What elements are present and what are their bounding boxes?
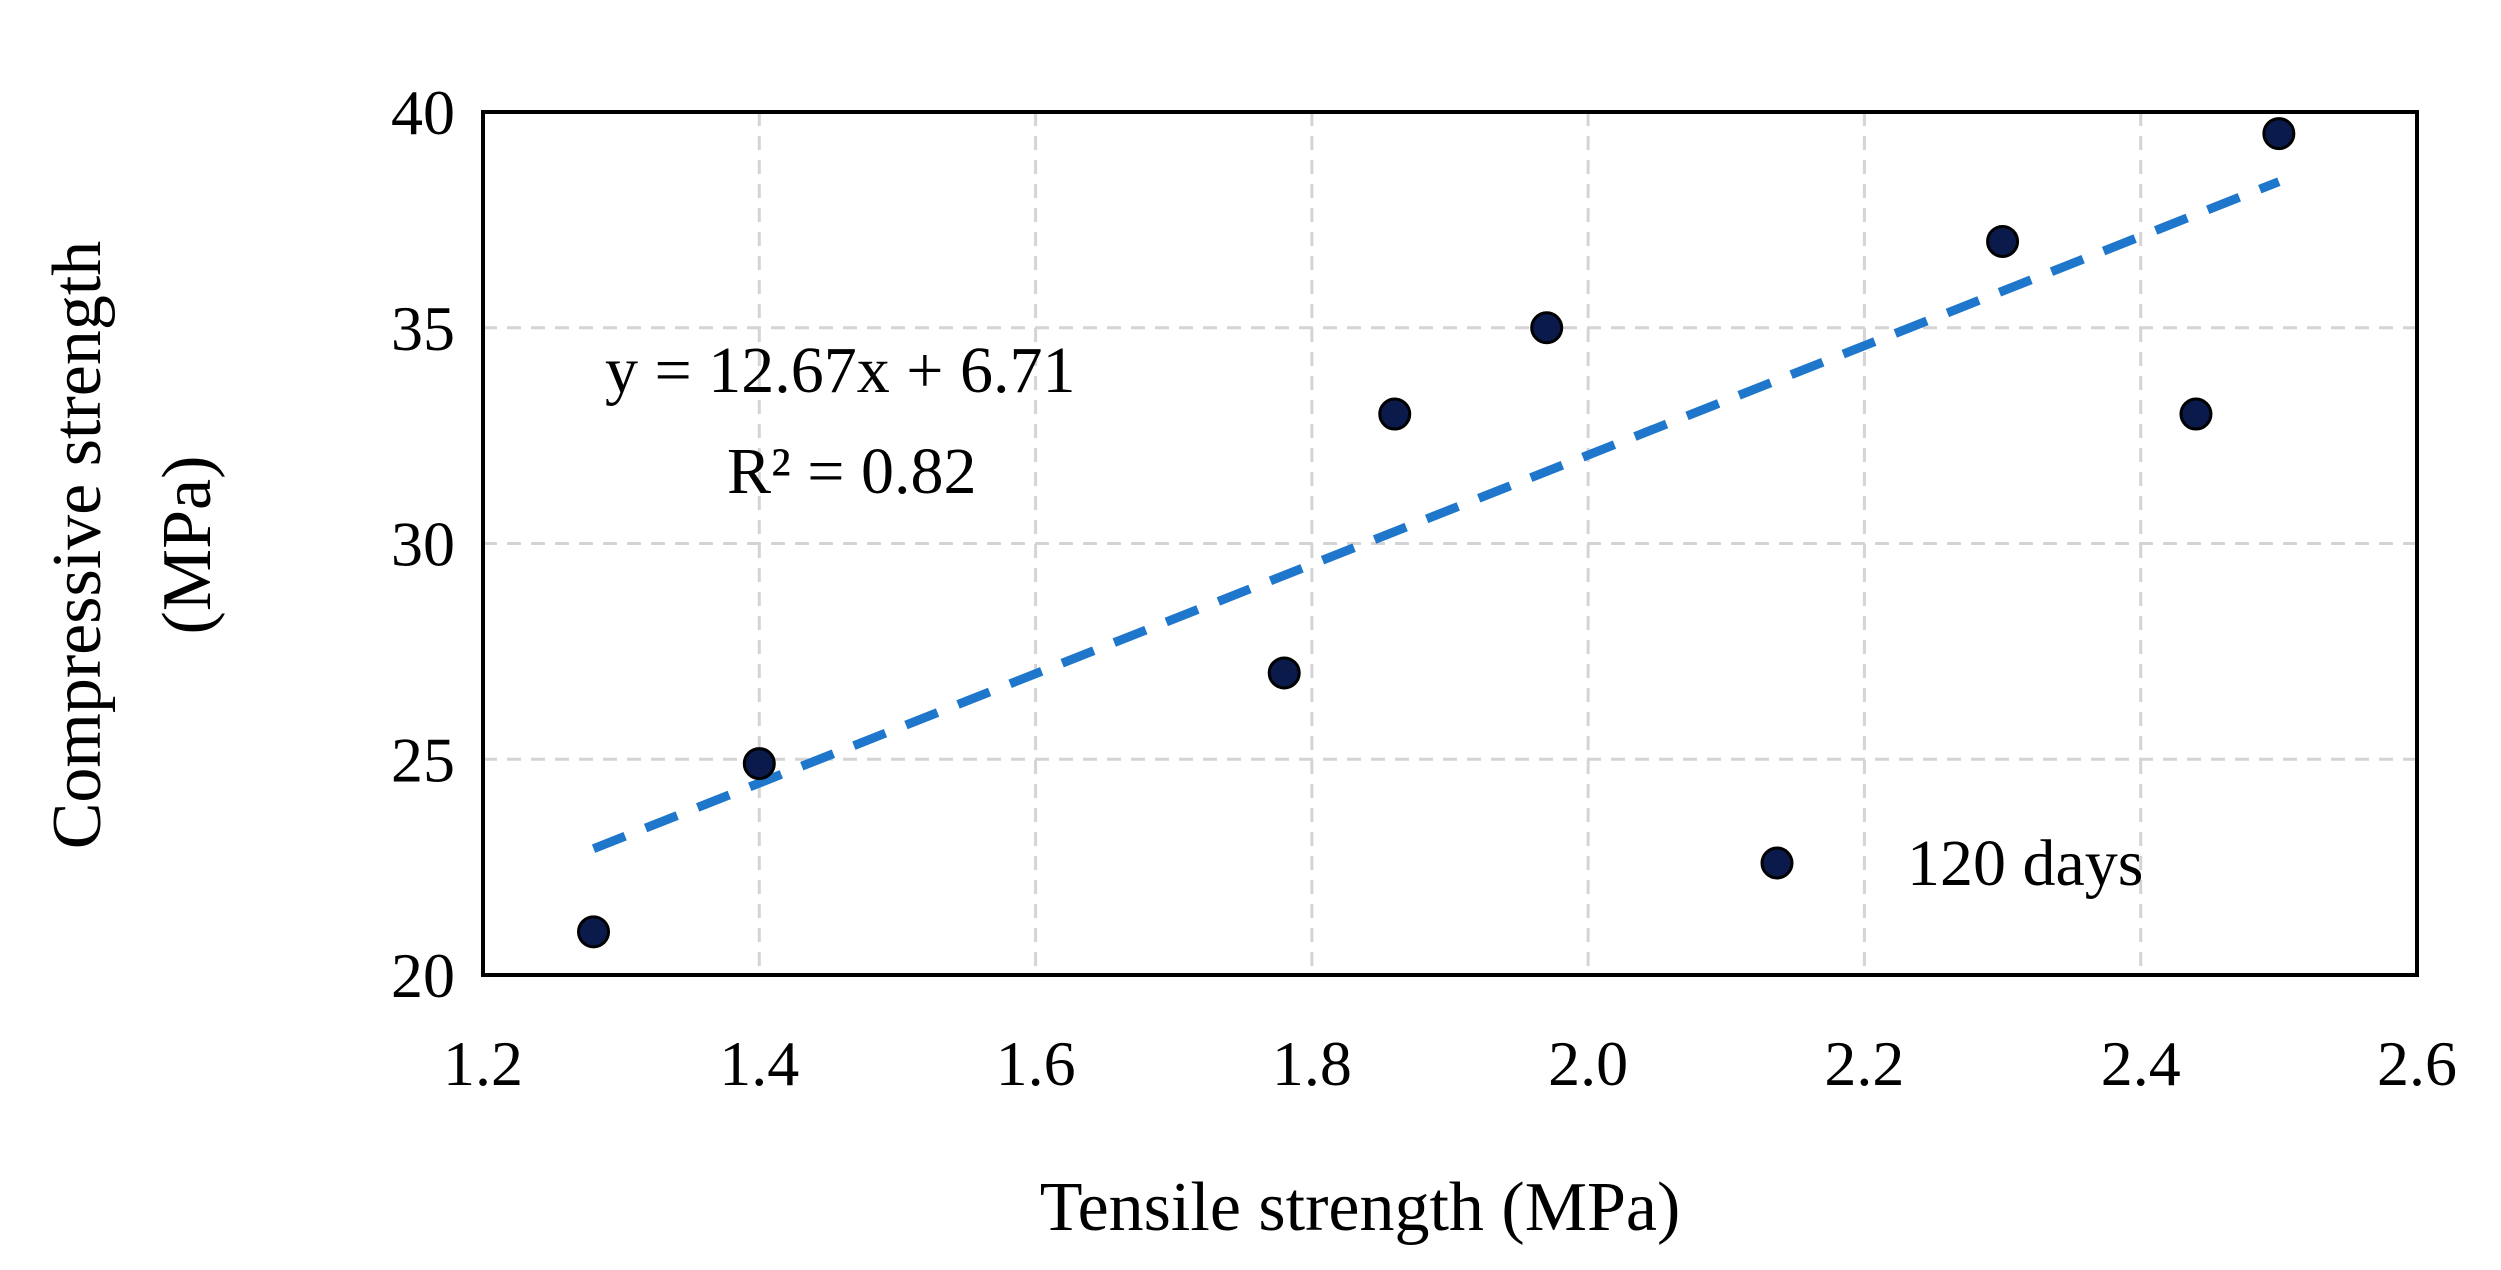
x-tick-label: 1.4 bbox=[719, 1028, 799, 1099]
plot-area-frame bbox=[481, 110, 2419, 977]
y-axis-title-line2: (MPa) bbox=[149, 456, 226, 635]
data-point bbox=[1986, 224, 2020, 258]
x-tick-label: 2.4 bbox=[2101, 1028, 2181, 1099]
x-tick-label: 2.6 bbox=[2377, 1028, 2457, 1099]
y-tick-label: 35 bbox=[391, 293, 455, 364]
data-point bbox=[2262, 117, 2296, 151]
y-tick-label: 25 bbox=[391, 724, 455, 795]
x-axis-ticks: 1.2 1.4 1.6 1.8 2.0 2.2 2.4 2.6 bbox=[443, 1028, 2457, 1099]
x-tick-label: 2.0 bbox=[1548, 1028, 1628, 1099]
trendline-layer bbox=[591, 177, 2281, 853]
data-point bbox=[1530, 311, 1564, 345]
y-axis-ticks: 20 25 30 35 40 bbox=[391, 77, 455, 1011]
data-point bbox=[742, 747, 776, 781]
grid-lines bbox=[483, 112, 2417, 975]
legend-marker bbox=[1760, 846, 1794, 880]
y-tick-label: 40 bbox=[391, 77, 455, 148]
data-point bbox=[2179, 397, 2213, 431]
x-tick-label: 1.2 bbox=[443, 1028, 523, 1099]
legend-label: 120 days bbox=[1907, 827, 2143, 900]
x-tick-label: 1.8 bbox=[1272, 1028, 1352, 1099]
data-point bbox=[577, 915, 611, 949]
x-axis-title: Tensile strength (MPa) bbox=[1040, 1169, 1681, 1246]
y-tick-label: 20 bbox=[391, 940, 455, 1011]
y-axis-title-line1: Compressive strength bbox=[39, 241, 116, 850]
equation-annotation: y = 12.67x + 6.71 bbox=[605, 334, 1075, 407]
data-point bbox=[1378, 397, 1412, 431]
x-tick-label: 2.2 bbox=[1824, 1028, 1904, 1099]
data-points bbox=[577, 117, 2296, 949]
data-point bbox=[1267, 656, 1301, 690]
y-tick-label: 30 bbox=[391, 509, 455, 580]
y-axis-title: Compressive strength (MPa) bbox=[39, 241, 226, 850]
r-squared-annotation: R² = 0.82 bbox=[727, 435, 977, 508]
x-tick-label: 1.6 bbox=[996, 1028, 1076, 1099]
legend: 120 days bbox=[1760, 827, 2143, 900]
trendline bbox=[591, 177, 2281, 853]
